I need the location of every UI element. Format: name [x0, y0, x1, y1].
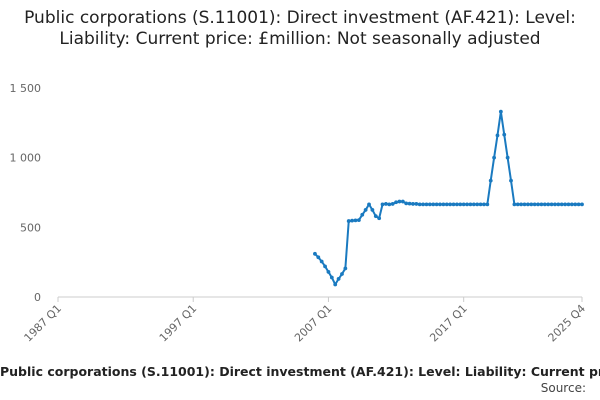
series-layer [313, 109, 584, 287]
series-line [314, 110, 582, 286]
data-point[interactable] [455, 202, 459, 207]
data-point[interactable] [329, 275, 334, 280]
data-point[interactable] [414, 202, 419, 206]
data-point[interactable] [353, 218, 358, 223]
data-point[interactable] [488, 178, 493, 183]
data-point[interactable] [313, 251, 317, 256]
data-point[interactable] [495, 133, 500, 138]
data-point[interactable] [580, 202, 584, 207]
data-point[interactable] [542, 202, 547, 207]
data-point[interactable] [360, 212, 365, 217]
data-point[interactable] [400, 199, 405, 204]
data-point[interactable] [522, 202, 527, 207]
data-point[interactable] [563, 202, 567, 207]
data-point[interactable] [502, 132, 507, 137]
y-tick-label: 500 [20, 221, 41, 234]
data-point[interactable] [559, 202, 564, 207]
data-point[interactable] [444, 202, 449, 207]
data-point[interactable] [356, 218, 361, 222]
data-point[interactable] [546, 202, 551, 207]
data-point[interactable] [411, 202, 415, 206]
chart-legend: Public corporations (S.11001): Direct in… [0, 364, 600, 379]
data-point[interactable] [438, 202, 442, 207]
data-point[interactable] [336, 276, 341, 281]
x-tick-label: 2007 Q1 [292, 302, 335, 345]
y-tick-label: 1 000 [10, 152, 42, 165]
data-point[interactable] [505, 155, 510, 160]
data-point[interactable] [421, 202, 426, 207]
data-point[interactable] [404, 201, 409, 206]
data-point[interactable] [475, 202, 480, 207]
data-point[interactable] [370, 208, 375, 212]
data-point[interactable] [367, 202, 371, 207]
source-label: Source: [540, 381, 586, 395]
data-point[interactable] [458, 202, 463, 207]
data-point[interactable] [519, 202, 524, 207]
data-point[interactable] [373, 214, 378, 219]
data-point[interactable] [471, 202, 476, 207]
data-point[interactable] [526, 202, 530, 207]
data-point[interactable] [556, 202, 561, 207]
data-point[interactable] [363, 208, 368, 212]
chart-title: Public corporations (S.11001): Direct in… [24, 8, 576, 49]
data-point[interactable] [333, 282, 338, 287]
data-point[interactable] [390, 202, 395, 206]
data-point[interactable] [316, 255, 321, 260]
data-point[interactable] [319, 259, 324, 264]
x-tick-label: 2017 Q1 [427, 302, 470, 345]
y-tick-label: 0 [34, 291, 41, 304]
data-point[interactable] [569, 202, 574, 207]
data-point[interactable] [468, 202, 473, 207]
data-point[interactable] [323, 264, 327, 269]
data-point[interactable] [417, 202, 422, 207]
data-point[interactable] [498, 109, 503, 114]
data-point[interactable] [407, 201, 412, 206]
data-point[interactable] [448, 202, 453, 207]
data-point[interactable] [509, 178, 513, 183]
data-point[interactable] [539, 202, 544, 207]
data-point[interactable] [566, 202, 571, 207]
data-point[interactable] [549, 202, 554, 207]
data-point[interactable] [343, 266, 348, 271]
data-point[interactable] [478, 202, 483, 207]
data-point[interactable] [451, 202, 456, 207]
data-point[interactable] [465, 202, 469, 207]
data-point[interactable] [434, 202, 439, 207]
data-point[interactable] [397, 199, 402, 204]
data-point[interactable] [394, 200, 398, 205]
x-tick-label: 1987 Q1 [22, 302, 65, 345]
data-point[interactable] [387, 202, 392, 207]
data-point[interactable] [431, 202, 436, 207]
data-point[interactable] [573, 202, 578, 207]
data-point[interactable] [485, 202, 490, 207]
x-tick-label: 2025 Q4 [546, 302, 589, 345]
data-point[interactable] [529, 202, 534, 207]
data-point[interactable] [427, 202, 432, 207]
data-point[interactable] [326, 270, 331, 274]
data-point[interactable] [553, 202, 557, 207]
y-tick-label: 1 500 [10, 82, 42, 95]
data-point[interactable] [536, 202, 540, 207]
data-point[interactable] [384, 202, 388, 206]
data-point[interactable] [532, 202, 537, 207]
data-point[interactable] [441, 202, 446, 207]
x-tick-label: 1997 Q1 [157, 302, 200, 345]
data-point[interactable] [340, 272, 344, 276]
data-point[interactable] [482, 202, 486, 207]
data-point[interactable] [346, 219, 351, 223]
data-point[interactable] [424, 202, 429, 207]
data-point[interactable] [515, 202, 520, 207]
data-point[interactable] [350, 218, 355, 223]
data-point[interactable] [576, 202, 581, 207]
data-point[interactable] [492, 155, 497, 160]
data-point[interactable] [380, 202, 385, 207]
data-point[interactable] [377, 216, 382, 221]
data-point[interactable] [461, 202, 466, 207]
data-point[interactable] [512, 202, 517, 207]
